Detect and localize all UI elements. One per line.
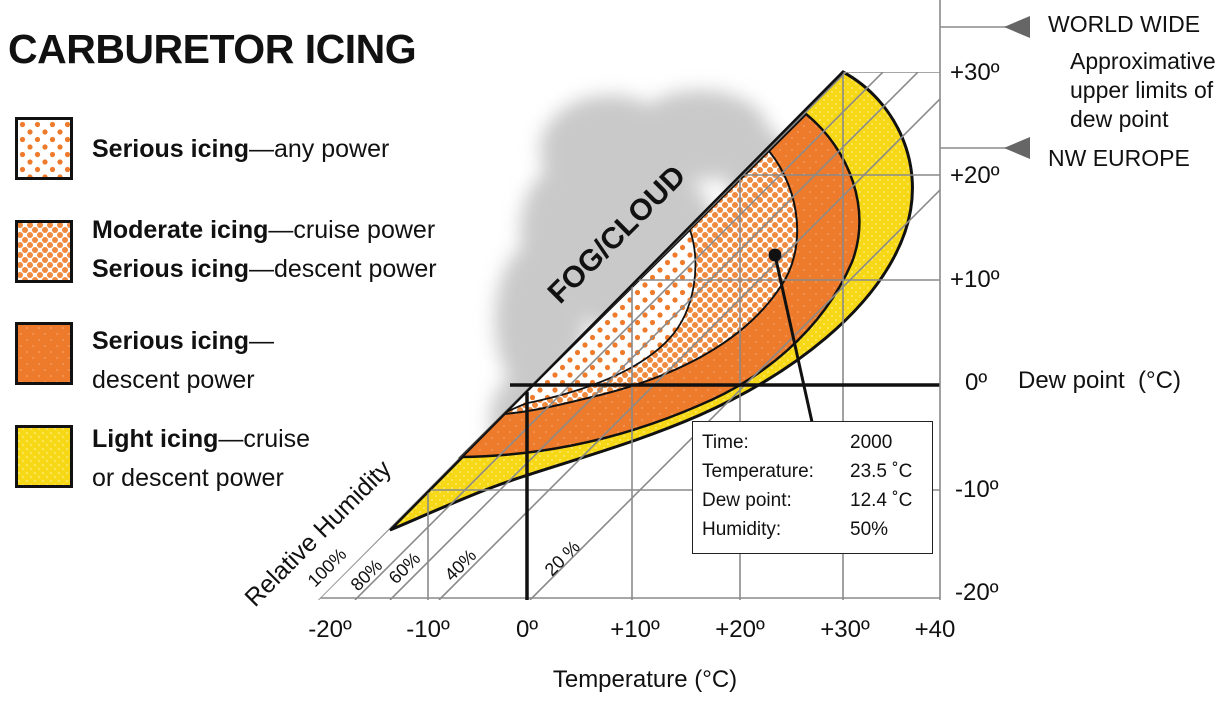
fog-cloud-label: FOG/CLOUD — [542, 159, 693, 310]
y-tick: +30º — [950, 59, 1000, 86]
legend-swatch-moderate — [15, 220, 73, 283]
rh-label-20: 20 % — [541, 537, 584, 580]
legend-item-serious-descent: Serious icing— descent power — [92, 327, 274, 394]
x-tick: -10º — [406, 616, 450, 643]
moderate-icing-region — [501, 149, 799, 416]
legend-item-moderate: Moderate icing—cruise power Serious icing… — [92, 216, 437, 283]
y-tick: +10º — [950, 266, 1000, 293]
info-key: Time: — [702, 432, 749, 453]
note-line: dew point — [1070, 106, 1169, 132]
info-value: 2000 — [850, 432, 893, 453]
y-axis-label: Dew point (°C) — [1018, 367, 1181, 394]
serious-descent-region — [457, 112, 861, 459]
marker-leader-line — [773, 254, 814, 423]
rh-label-80: 80% — [347, 555, 387, 595]
info-key: Dew point: — [702, 490, 792, 511]
legend-swatch-serious-descent — [15, 322, 73, 385]
x-tick: -20º — [308, 616, 352, 643]
nw-europe-label: NW EUROPE — [1048, 145, 1190, 171]
rh-label-40: 40% — [441, 545, 481, 585]
legend-item-light: Light icing—cruise or descent power — [92, 425, 311, 492]
right-axis — [939, 0, 1008, 600]
serious-any-region — [505, 228, 697, 413]
page-title: CARBURETOR ICING — [8, 26, 417, 72]
info-row-temperature: Temperature: 23.5 ˚C — [702, 457, 932, 486]
legend-item-serious-any: Serious icing—any power — [92, 135, 390, 163]
x-axis-label: Temperature (°C) — [553, 666, 737, 693]
y-tick: 0º — [965, 369, 987, 396]
x-tick: +40 — [915, 616, 956, 643]
legend-swatch-light — [15, 425, 73, 488]
info-row-time: Time: 2000 — [702, 428, 932, 457]
world-wide-label: WORLD WIDE — [1048, 11, 1200, 37]
x-tick: +30º — [820, 616, 870, 643]
x-tick: 0º — [516, 616, 538, 643]
x-tick: +20º — [715, 616, 765, 643]
y-axis-ticks: +30º +20º +10º 0º -10º -20º — [950, 59, 1000, 606]
x-tick: +10º — [610, 616, 660, 643]
info-row-dew-point: Dew point: 12.4 ˚C — [702, 486, 932, 515]
info-value: 12.4 ˚C — [850, 490, 913, 511]
marked-point — [768, 248, 782, 262]
fog-cloud-shape — [490, 90, 795, 470]
note-line: upper limits of — [1070, 77, 1214, 103]
y-tick: +20º — [950, 162, 1000, 189]
info-box: Time: 2000 Temperature: 23.5 ˚C Dew point:… — [692, 421, 933, 554]
world-wide-arrow-icon — [1004, 16, 1030, 38]
rh-label-60: 60% — [385, 548, 425, 588]
info-key: Humidity: — [702, 519, 782, 540]
y-tick: -20º — [955, 579, 999, 606]
nw-europe-arrow-icon — [1004, 137, 1030, 159]
info-value: 23.5 ˚C — [850, 461, 913, 482]
rh-label-100: 100% — [304, 544, 351, 591]
legend-swatch-serious-any — [15, 117, 73, 180]
y-tick: -10º — [955, 476, 999, 503]
note-line: Approximative — [1070, 48, 1216, 74]
info-row-humidity: Humidity: 50% — [702, 515, 932, 544]
info-value: 50% — [850, 519, 889, 540]
x-axis-ticks: -20º -10º 0º +10º +20º +30º +40 — [308, 616, 955, 643]
info-key: Temperature: — [702, 461, 814, 482]
